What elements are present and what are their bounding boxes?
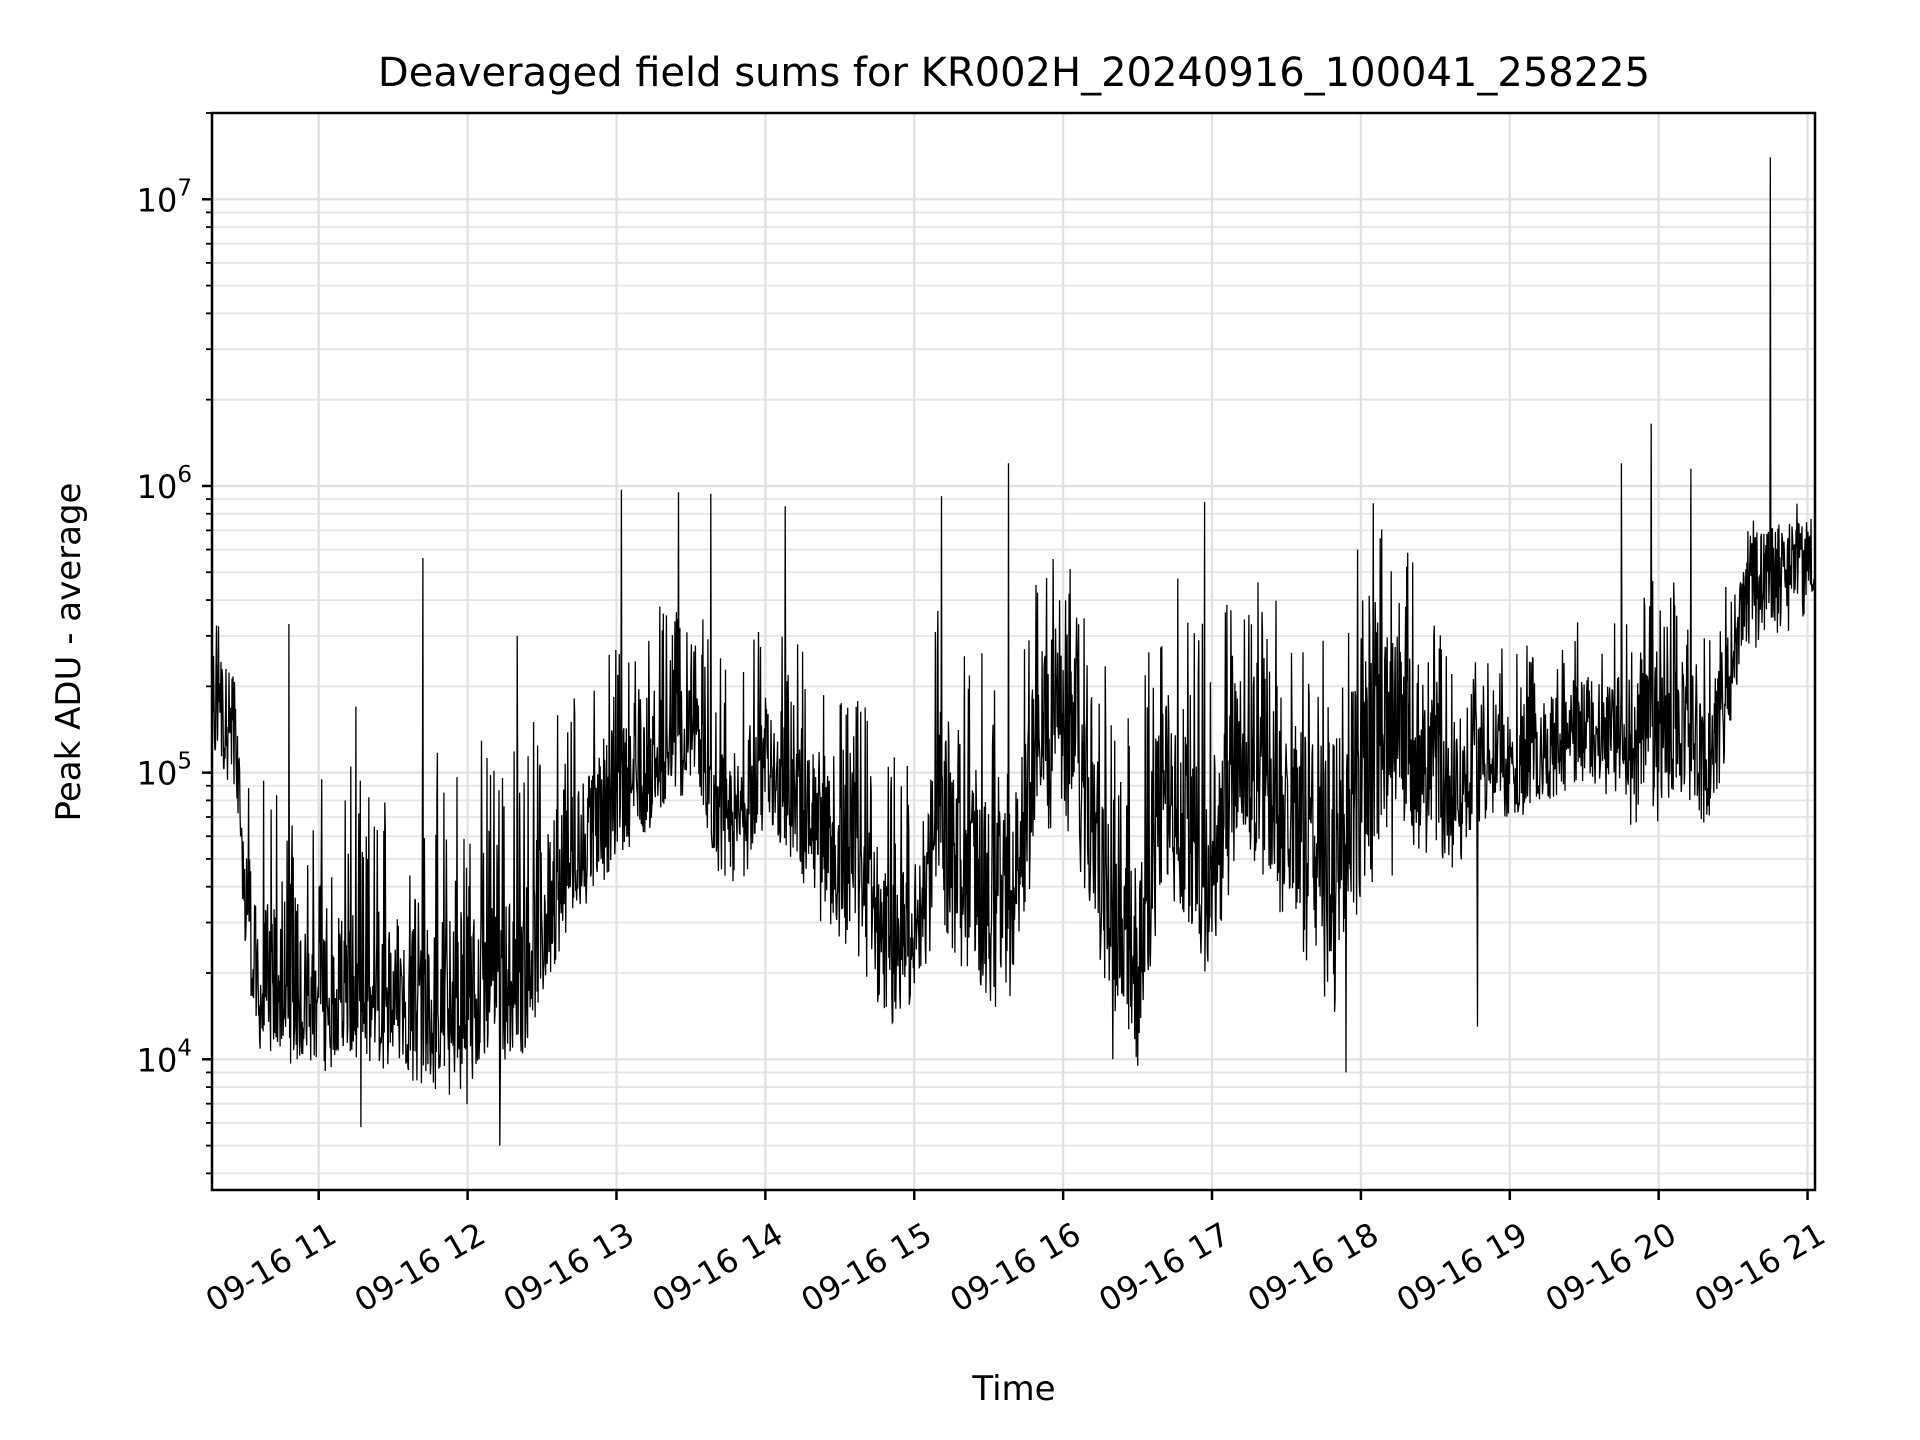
y-tick-label-2: 106 xyxy=(137,462,192,506)
x-tick-label-7: 09-16 18 xyxy=(1241,1215,1385,1320)
x-tick-label-10: 09-16 21 xyxy=(1688,1215,1832,1320)
x-tick-label-9: 09-16 20 xyxy=(1539,1215,1683,1320)
x-axis-label: Time xyxy=(971,1369,1055,1409)
x-tick-label-2: 09-16 13 xyxy=(497,1215,641,1320)
x-tick-label-1: 09-16 12 xyxy=(348,1215,492,1320)
x-tick-label-3: 09-16 14 xyxy=(646,1215,790,1320)
y-tick-label-3: 107 xyxy=(137,175,192,219)
x-tick-label-0: 09-16 11 xyxy=(199,1215,343,1320)
x-tick-label-8: 09-16 19 xyxy=(1390,1215,1534,1320)
y-tick-label-0: 104 xyxy=(137,1035,192,1079)
x-tick-label-6: 09-16 17 xyxy=(1092,1215,1236,1320)
x-tick-label-5: 09-16 16 xyxy=(944,1215,1088,1320)
chart-title: Deaveraged field sums for KR002H_2024091… xyxy=(378,50,1650,96)
y-axis-label: Peak ADU - average xyxy=(49,483,89,822)
series-line xyxy=(212,157,1815,1146)
x-tick-label-4: 09-16 15 xyxy=(795,1215,939,1320)
y-tick-label-1: 105 xyxy=(137,749,192,793)
plot-area xyxy=(212,157,1815,1146)
plot-frame xyxy=(210,111,1817,1192)
